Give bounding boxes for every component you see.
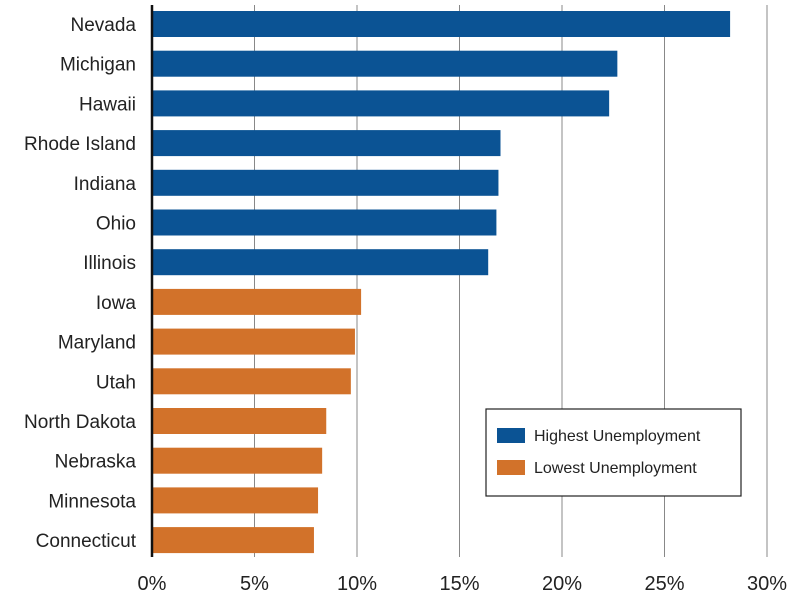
category-label-iowa: Iowa [96, 293, 137, 314]
bar-nebraska [152, 447, 323, 474]
legend-label-lowest: Lowest Unemployment [534, 460, 697, 477]
legend-swatch-lowest [497, 460, 525, 475]
category-label-north-dakota: North Dakota [24, 412, 136, 433]
bar-maryland [152, 328, 355, 355]
category-label-michigan: Michigan [60, 55, 136, 76]
category-label-hawaii: Hawaii [79, 94, 136, 115]
category-label-connecticut: Connecticut [36, 531, 137, 552]
bar-iowa [152, 288, 362, 315]
x-tick-label-20: 20% [542, 573, 582, 595]
x-tick-label-0: 0% [138, 573, 167, 595]
x-tick-label-25: 25% [644, 573, 684, 595]
x-tick-label-30: 30% [747, 573, 787, 595]
category-label-illinois: Illinois [83, 253, 136, 274]
x-tick-labels: 0% 5% 10% 15% 20% 25% 30% [138, 573, 788, 595]
bars [152, 11, 731, 554]
category-label-nevada: Nevada [71, 15, 137, 36]
bar-ohio [152, 209, 497, 236]
category-labels: Nevada Michigan Hawaii Rhode Island Indiana O… [24, 15, 137, 552]
bar-utah [152, 368, 351, 395]
legend-label-highest: Highest Unemployment [534, 428, 701, 445]
category-label-nebraska: Nebraska [55, 452, 137, 473]
bar-michigan [152, 50, 618, 77]
legend-swatch-highest [497, 428, 525, 443]
x-tick-label-15: 15% [439, 573, 479, 595]
x-tick-label-5: 5% [240, 573, 269, 595]
category-label-rhode-island: Rhode Island [24, 134, 136, 155]
x-tick-label-10: 10% [337, 573, 377, 595]
bar-nevada [152, 11, 731, 37]
category-label-indiana: Indiana [74, 174, 137, 195]
bar-indiana [152, 169, 499, 196]
bar-illinois [152, 249, 489, 276]
legend-box [485, 408, 742, 497]
bar-rhode-island [152, 130, 501, 157]
bar-minnesota [152, 487, 319, 514]
bar-connecticut [152, 527, 314, 554]
category-label-ohio: Ohio [96, 214, 136, 235]
bar-hawaii [152, 90, 610, 117]
legend: Highest Unemployment Lowest Unemployment [485, 408, 742, 497]
category-label-minnesota: Minnesota [48, 491, 136, 512]
bar-north-dakota [152, 408, 327, 434]
category-label-maryland: Maryland [58, 333, 136, 354]
category-label-utah: Utah [96, 372, 136, 393]
